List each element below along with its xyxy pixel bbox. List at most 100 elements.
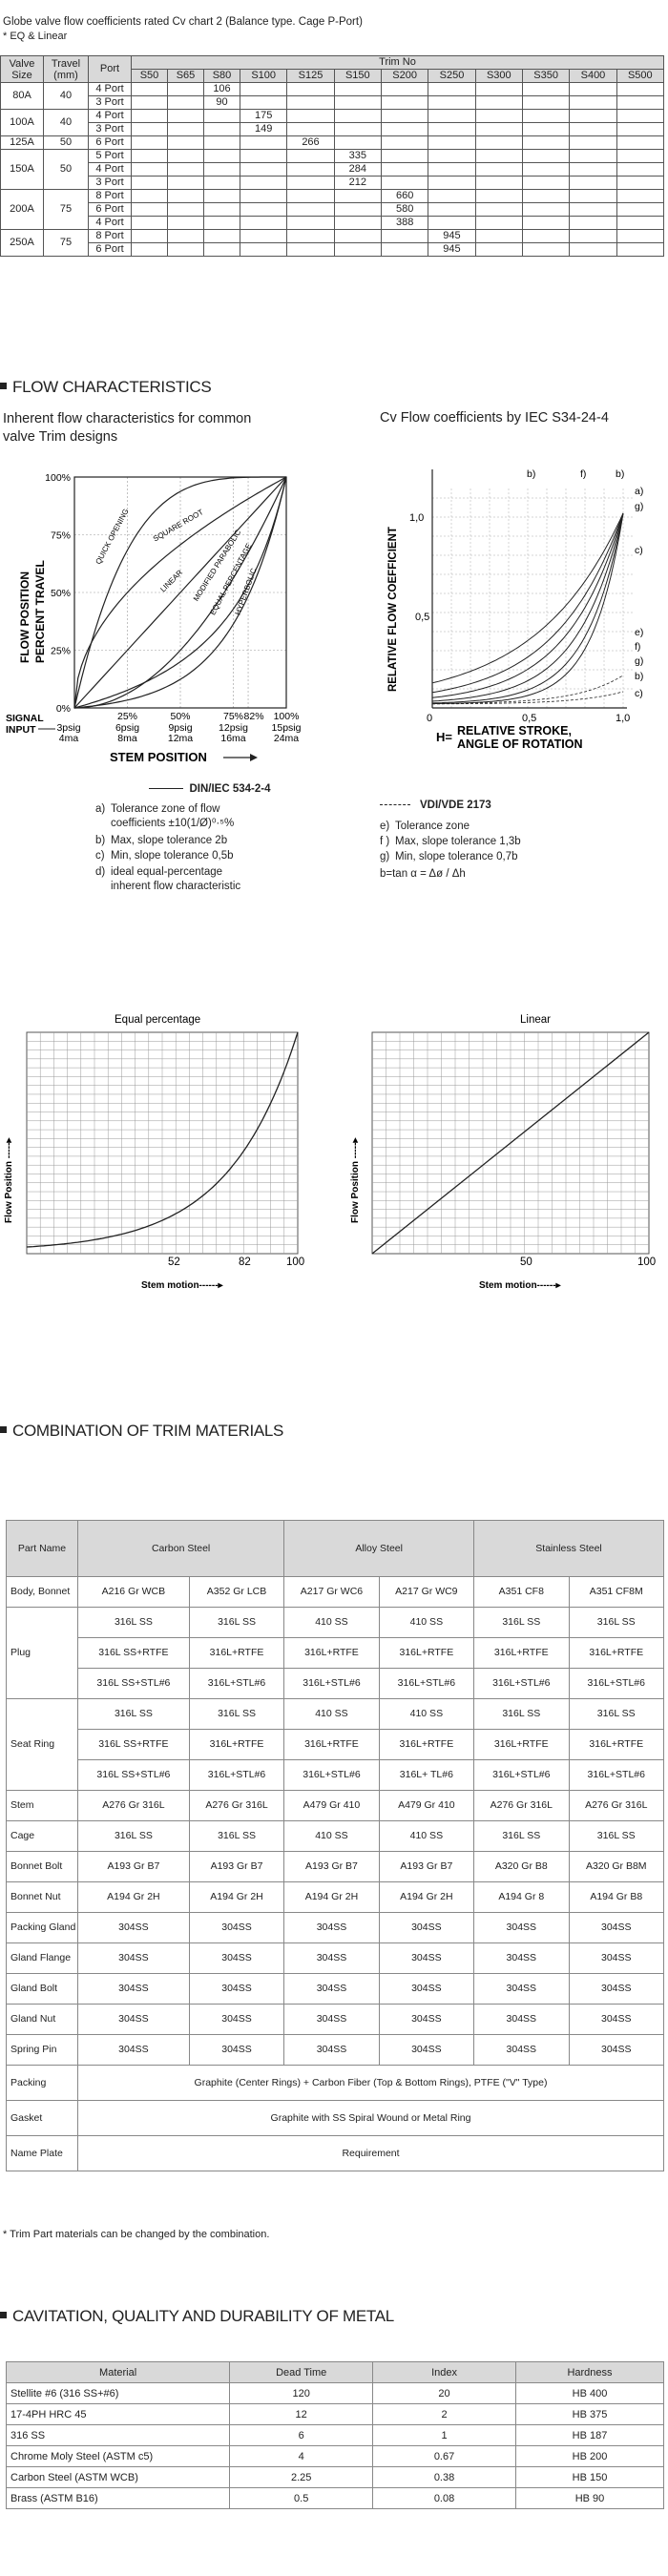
table-row: 200A 75 8 Port 660: [0, 189, 665, 230]
h-label: H=: [436, 730, 452, 744]
flow-curve-equal-percentage: [73, 476, 287, 709]
valve-size-cell: 100A: [0, 109, 44, 136]
din-a-label: a): [95, 803, 106, 815]
din-title: DIN/IEC 534-2-4: [189, 783, 271, 795]
stainless-steel-header: Stainless Steel: [473, 1520, 664, 1577]
cavitation-heading-text: CAVITATION, QUALITY AND DURABILITY OF ME…: [12, 2307, 394, 2325]
vdi-e-label: e): [380, 821, 390, 832]
nameplate-label: Name Plate: [6, 2135, 78, 2171]
material-cell: 304SS: [568, 2004, 665, 2035]
material-cell: 304SS: [283, 1942, 380, 1974]
cavitation-value-cell: 20: [372, 2382, 516, 2404]
cv-empty-cell: [239, 162, 288, 177]
rel-right-label-c: c): [635, 545, 643, 556]
table-row: 316L SS+STL#6 316L+STL#6 316L+STL#6 316L+ST…: [7, 1668, 665, 1699]
material-cell: 304SS: [568, 1942, 665, 1974]
cv-empty-cell: [203, 162, 240, 177]
table-row: Seat Ring 316L SS 316L SS 410 SS 410 SS 316L …: [6, 1698, 665, 1791]
cv-empty-cell: [167, 109, 204, 123]
travel-cell: 75: [43, 189, 89, 230]
material-cell: 316L SS: [473, 1698, 570, 1730]
material-cell: 316L+STL#6: [473, 1759, 570, 1791]
material-cell: 316L+RTFE: [188, 1729, 285, 1760]
cv-empty-cell: [380, 229, 429, 243]
table-row: Gasket Graphite with SS Spiral Wound or M…: [6, 2100, 664, 2136]
table-row: 4 Port 388: [1, 216, 665, 230]
relative-curve: [431, 512, 624, 694]
cavitation-value-cell: 12: [229, 2403, 374, 2425]
cv-empty-cell: [167, 82, 204, 96]
cavitation-value-cell: HB 150: [514, 2466, 665, 2488]
material-cell: 410 SS: [283, 1607, 380, 1638]
inherent-x-ticks: 25% 50% 75% 82% 100% 3psig 6psig 9psig 12psig 15p…: [56, 711, 301, 744]
eq-y-label: Flow Position -----▸: [4, 1137, 14, 1223]
din-item-b: b) Max, slope tolerance 2b: [95, 835, 324, 846]
cv-value-cell: 106: [203, 82, 240, 96]
material-cell: 304SS: [378, 1942, 475, 1974]
cavitation-value-cell: 6: [229, 2424, 374, 2446]
material-cell: 304SS: [188, 1973, 285, 2005]
cv-empty-cell: [203, 109, 240, 123]
material-cell: 304SS: [283, 1973, 380, 2005]
rel-right-label-a: a): [635, 486, 643, 497]
x-tick-ma: 12ma: [168, 733, 193, 744]
vdi-g-label: g): [380, 851, 390, 862]
gasket-text: Graphite with SS Spiral Wound or Metal R…: [77, 2100, 664, 2136]
travel-cell: 40: [43, 109, 89, 136]
inherent-chart-frame: [73, 476, 287, 709]
din-item-a: a) Tolerance zone of flow coefficients ±10…: [95, 802, 324, 831]
cv-empty-cell: [569, 149, 617, 163]
cv-empty-cell: [167, 216, 204, 230]
material-cell: 316L SS+RTFE: [77, 1729, 190, 1760]
rel-ytick-1: 1,0: [409, 512, 424, 524]
tolerance-curve: [432, 691, 624, 705]
cv-empty-cell: [380, 82, 429, 96]
cv-empty-cell: [474, 135, 523, 150]
trim-header-s100: S100: [239, 69, 288, 83]
relative-y-label: RELATIVE FLOW COEFFICIENT: [387, 527, 399, 692]
lin-xtick-50: 50: [520, 1257, 532, 1268]
trim-no-header: Trim No: [131, 55, 664, 70]
port-cell: 3 Port: [88, 122, 132, 136]
cv-empty-cell: [474, 189, 523, 203]
flow-curve-hyperbolic: [73, 476, 287, 709]
port-cell: 4 Port: [88, 82, 132, 96]
cv-chart-subtitle: * EQ & Linear: [3, 31, 68, 42]
part-name-header: Part Name: [6, 1520, 78, 1577]
cv-empty-cell: [569, 176, 617, 190]
cv-empty-cell: [333, 122, 382, 136]
eq-chart-grid: [26, 1031, 299, 1255]
din-title-row: DIN/IEC 534-2-4: [95, 782, 324, 795]
cv-empty-cell: [569, 135, 617, 150]
material-cell: 316L SS: [77, 1698, 190, 1730]
table-row: 6 Port 580: [1, 202, 665, 217]
port-header: Port: [88, 55, 132, 83]
cv-empty-cell: [380, 109, 429, 123]
cv-table: Valve Size Travel (mm) Port Trim No S50 S…: [0, 55, 665, 257]
nameplate-text: Requirement: [77, 2135, 664, 2171]
material-cell: A194 Gr 2H: [283, 1881, 380, 1913]
valve-size-cell: 200A: [0, 189, 44, 230]
cv-value-cell: 335: [333, 149, 382, 163]
material-cell: A193 Gr B7: [283, 1851, 380, 1882]
material-cell: 410 SS: [378, 1607, 475, 1638]
material-cell: A193 Gr B7: [77, 1851, 190, 1882]
cv-empty-cell: [286, 95, 335, 110]
rel-ytick-05: 0,5: [415, 612, 429, 623]
cv-value-cell: 266: [286, 135, 335, 150]
relative-chart-grid: [432, 488, 633, 708]
valve-size-cell: 250A: [0, 229, 44, 257]
part-label-cell: Gland Nut: [6, 2004, 78, 2035]
material-cell: 316L+STL#6: [568, 1759, 665, 1791]
material-cell: 316L SS+STL#6: [77, 1759, 190, 1791]
cv-empty-cell: [286, 189, 335, 203]
din-b-text: Max, slope tolerance 2b: [111, 835, 228, 846]
material-cell: 304SS: [378, 2034, 475, 2066]
material-cell: 316L+RTFE: [378, 1637, 475, 1669]
cv-empty-cell: [286, 162, 335, 177]
material-cell: 316L SS: [77, 1820, 190, 1852]
cv-empty-cell: [131, 162, 168, 177]
part-label-cell: Plug: [6, 1607, 78, 1699]
x-tick-psig: 12psig: [219, 722, 248, 734]
cavitation-header-dead-time: Dead Time: [229, 2361, 374, 2383]
